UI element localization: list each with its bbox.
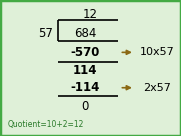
Text: 57: 57	[39, 27, 53, 40]
Text: Quotient=10+2=12: Quotient=10+2=12	[7, 120, 84, 129]
Text: 12: 12	[83, 8, 98, 21]
Text: -570: -570	[70, 46, 100, 59]
Text: -114: -114	[70, 81, 100, 94]
Text: 684: 684	[74, 27, 96, 40]
Text: 10x57: 10x57	[140, 47, 175, 57]
Text: 2x57: 2x57	[144, 83, 171, 93]
Text: 0: 0	[81, 100, 89, 113]
Text: 114: 114	[73, 64, 97, 77]
